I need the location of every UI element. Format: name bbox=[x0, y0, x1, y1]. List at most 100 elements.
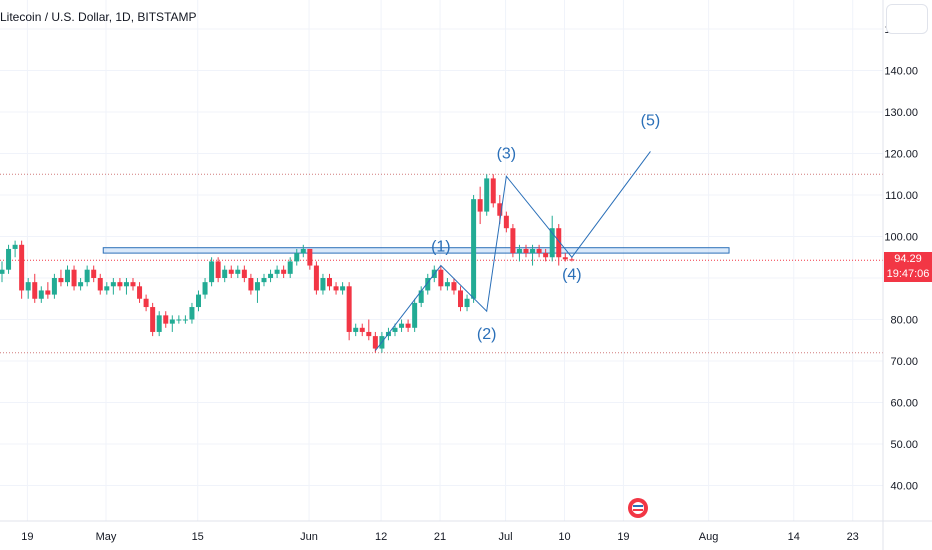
candle bbox=[503, 211, 509, 233]
candles[interactable] bbox=[0, 174, 575, 353]
candle bbox=[471, 195, 477, 303]
economic-events-icon[interactable] bbox=[628, 498, 648, 518]
time-tick-label: Jun bbox=[300, 531, 318, 543]
candle-body bbox=[268, 273, 274, 278]
candle bbox=[110, 278, 116, 295]
candle-body bbox=[137, 286, 143, 299]
candle bbox=[399, 319, 405, 332]
candle bbox=[490, 174, 496, 208]
time-axis[interactable]: 19 May 15 Jun 12 21 Jul 10 19 Aug 14 23 bbox=[21, 531, 859, 543]
candle bbox=[451, 278, 457, 295]
candle-body bbox=[163, 315, 169, 324]
candle bbox=[477, 186, 483, 225]
candle bbox=[32, 273, 38, 303]
candle bbox=[510, 224, 516, 258]
candle-body bbox=[543, 253, 549, 258]
time-tick-label: 12 bbox=[375, 531, 387, 543]
candle-body bbox=[523, 248, 529, 254]
candle-body bbox=[497, 203, 503, 216]
candle bbox=[523, 244, 529, 258]
candle-body bbox=[340, 286, 346, 291]
candle bbox=[228, 265, 234, 278]
candle-body bbox=[143, 298, 149, 308]
candle bbox=[130, 278, 136, 291]
time-tick-label: Jul bbox=[499, 531, 513, 543]
candle-body bbox=[176, 319, 182, 321]
candle-body bbox=[307, 248, 313, 266]
candle-body bbox=[294, 253, 300, 262]
candle-body bbox=[97, 278, 103, 291]
candle bbox=[156, 311, 162, 337]
candle-body bbox=[25, 282, 31, 291]
candle bbox=[418, 286, 424, 308]
candle bbox=[412, 298, 418, 332]
candle bbox=[353, 323, 359, 337]
candle bbox=[189, 302, 195, 324]
candle-body bbox=[490, 178, 496, 204]
candle bbox=[372, 331, 378, 353]
candle bbox=[91, 265, 97, 283]
candle bbox=[143, 294, 149, 312]
candle-body bbox=[412, 302, 418, 328]
time-tick-label: 19 bbox=[21, 531, 33, 543]
candle-body bbox=[346, 286, 352, 332]
time-tick-label: Aug bbox=[699, 531, 719, 543]
candle-body bbox=[366, 331, 372, 337]
candle-body bbox=[84, 269, 90, 283]
price-tick-label: 130.00 bbox=[884, 107, 918, 119]
price-tick-label: 60.00 bbox=[890, 398, 918, 410]
price-tick-label: 120.00 bbox=[884, 149, 918, 161]
candle bbox=[536, 244, 542, 258]
candle bbox=[248, 273, 254, 295]
candle bbox=[235, 265, 241, 278]
candle bbox=[0, 261, 5, 283]
candle-body bbox=[202, 282, 208, 295]
candle bbox=[464, 294, 470, 312]
time-tick-label: 19 bbox=[617, 531, 629, 543]
candle bbox=[307, 248, 313, 270]
candle-body bbox=[209, 261, 215, 283]
candle bbox=[405, 319, 411, 332]
candle bbox=[6, 244, 12, 274]
candle-body bbox=[130, 282, 136, 287]
candle-body bbox=[458, 290, 463, 308]
candle bbox=[209, 257, 215, 287]
candle-body bbox=[287, 261, 293, 274]
candle-body bbox=[123, 282, 129, 287]
candle-body bbox=[32, 282, 38, 299]
candle bbox=[281, 265, 287, 278]
candle-body bbox=[169, 319, 175, 324]
candle-body bbox=[78, 282, 84, 287]
candle bbox=[176, 315, 182, 324]
candle-body bbox=[12, 244, 18, 249]
candle-body bbox=[425, 278, 431, 291]
candle-body bbox=[91, 269, 97, 278]
last-price-badge: 94.29 bbox=[884, 252, 932, 267]
chart-settings-button[interactable] bbox=[886, 4, 928, 34]
candle-body bbox=[182, 319, 188, 321]
candle-body bbox=[196, 294, 201, 308]
candle-body bbox=[6, 248, 12, 270]
candle bbox=[45, 282, 51, 299]
candle-body bbox=[399, 323, 405, 328]
support-zone[interactable] bbox=[102, 247, 730, 254]
candle bbox=[438, 265, 444, 291]
price-tick-label: 140.00 bbox=[884, 66, 918, 78]
candle-body bbox=[58, 278, 64, 283]
candle bbox=[196, 290, 201, 312]
candle-body bbox=[536, 248, 542, 254]
candle-body bbox=[359, 327, 365, 332]
candle bbox=[261, 273, 267, 287]
candle bbox=[340, 282, 346, 295]
candle-body bbox=[0, 269, 5, 274]
candle bbox=[516, 244, 522, 262]
candle-body bbox=[228, 269, 234, 274]
price-tick-label: 100.00 bbox=[884, 232, 918, 244]
candle-body bbox=[222, 269, 228, 278]
time-tick-label: 15 bbox=[192, 531, 204, 543]
wave-label: (2) bbox=[477, 326, 497, 343]
candle bbox=[254, 278, 260, 303]
candle bbox=[182, 315, 188, 324]
elliott-wave[interactable]: (1) (2) (3) (4) (5) bbox=[374, 112, 660, 351]
